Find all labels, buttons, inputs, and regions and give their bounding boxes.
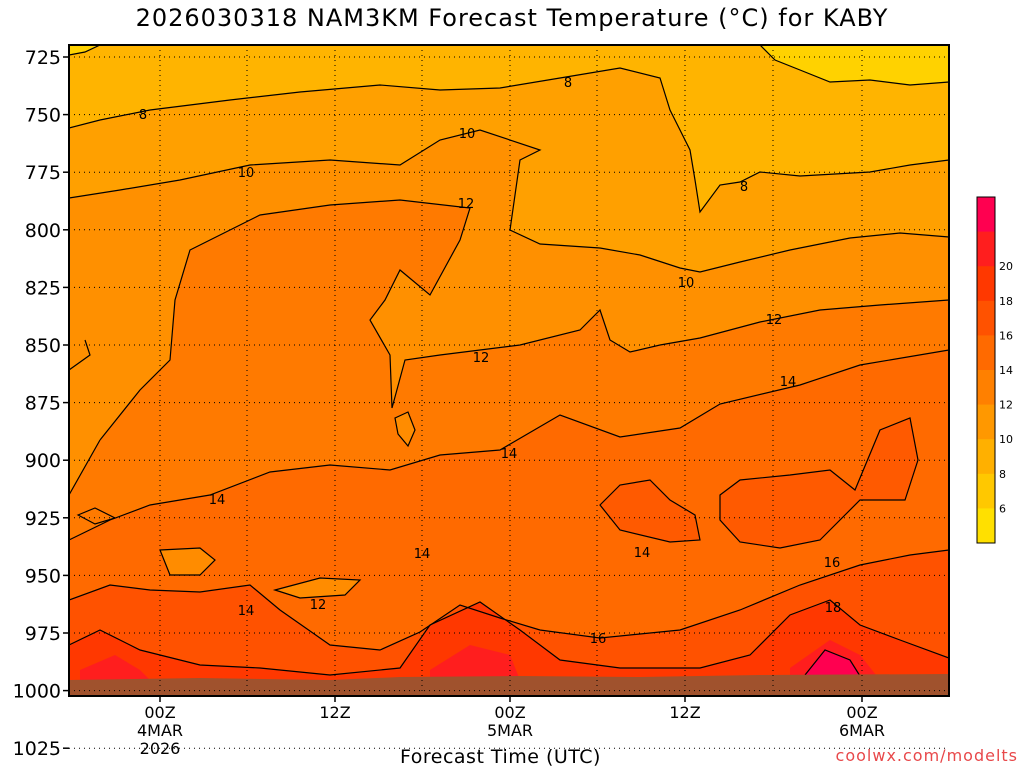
warm-pool-1: [600, 480, 700, 542]
chart-title: 2026030318 NAM3KM Forecast Temperature (…: [135, 4, 889, 32]
colorbar-label: 20: [999, 260, 1013, 273]
x-tick-label-line1: 00Z: [494, 703, 525, 722]
colorbar-label: 10: [999, 433, 1013, 446]
temperature-fill-layer: [69, 45, 949, 696]
y-tick-label: 850: [25, 335, 61, 357]
credit-link[interactable]: coolwx.com/modelts: [835, 746, 1018, 765]
colorbar-swatch: [977, 370, 995, 406]
contour-label: 8: [740, 180, 748, 195]
colorbar-swatch: [977, 266, 995, 302]
x-tick-label-line2: 4MAR: [137, 721, 183, 740]
contour-label: 12: [458, 197, 475, 212]
contour-label: 18: [825, 601, 842, 616]
x-tick-label-line3: 2026: [140, 739, 181, 758]
colorbar-swatch: [977, 439, 995, 475]
colorbar-swatch: [977, 508, 995, 544]
contour-label: 8: [139, 108, 147, 123]
plot-frame: [68, 44, 950, 697]
colorbar-frame: [976, 196, 996, 544]
y-tick-label: 725: [25, 47, 61, 69]
band-6-8: [69, 45, 949, 85]
y-tick-label: 950: [25, 565, 61, 587]
contour-labels: 8 8 8 10 10 10 12 12 12 12 14 14 14 14 14 14 16 16 18: [139, 76, 841, 647]
x-tick-label-line1: 00Z: [144, 703, 175, 722]
y-axis: 725 750 775 800 825 850 875 900 925 950 975 1000 102…: [13, 47, 69, 760]
colorbar-swatch: [977, 300, 995, 336]
contour-18: [804, 649, 861, 677]
contour-12: [69, 199, 949, 441]
contour-label: 14: [780, 375, 797, 390]
colorbar-label: 6: [999, 502, 1006, 515]
warm-pool-2: [720, 418, 918, 548]
y-tick-label: 975: [25, 623, 61, 645]
band-8-10: [69, 45, 949, 212]
contour-label: 12: [766, 313, 783, 328]
contour-label: 14: [238, 604, 255, 619]
contour-8: [69, 67, 949, 214]
colorbar-label: 8: [999, 468, 1006, 481]
contour-14: [69, 349, 949, 541]
contour-pool-2: [719, 417, 919, 549]
colorbar-label: 16: [999, 329, 1013, 342]
y-tick-label: 800: [25, 220, 61, 242]
y-tick-label: 875: [25, 393, 61, 415]
contour-14b: [69, 549, 949, 651]
contour-label: 12: [473, 351, 490, 366]
x-tick-label-line1: 00Z: [846, 703, 877, 722]
band-14-16-deep: [69, 350, 949, 696]
colorbar-label: 18: [999, 295, 1013, 308]
band-22-plus: [805, 650, 860, 676]
contour-label: 14: [209, 493, 226, 508]
colorbar-swatch: [977, 404, 995, 440]
colorbar-swatch: [977, 473, 995, 509]
x-tick-label-line2: 6MAR: [839, 721, 885, 740]
y-tick-label: 1025: [13, 738, 61, 760]
colorbar-swatch: [977, 197, 995, 233]
y-tick-label: 1000: [13, 681, 61, 703]
contour-16: [69, 599, 949, 676]
y-tick-label: 775: [25, 162, 61, 184]
contour-pocket: [76, 411, 416, 599]
contour-lines: [69, 45, 949, 677]
y-tick-label: 925: [25, 508, 61, 530]
contour-label: 8: [564, 76, 572, 91]
contour-label: 12: [310, 598, 327, 613]
contour-label: 16: [590, 632, 607, 647]
contour-pool-1: [599, 479, 701, 543]
colorbar-label: 12: [999, 399, 1013, 412]
contour-label: 16: [824, 556, 841, 571]
grid-lines: [69, 45, 949, 749]
colorbar-swatch: [977, 231, 995, 267]
contour-label: 14: [634, 546, 651, 561]
contour-6: [759, 45, 949, 86]
x-tick-label-line2: 5MAR: [487, 721, 533, 740]
contour-label: 14: [414, 547, 431, 562]
contour-label: 10: [238, 166, 255, 181]
x-tick-label-line1: 12Z: [319, 703, 350, 722]
colorbar-label: 14: [999, 364, 1013, 377]
contour-label: 10: [678, 276, 695, 291]
y-tick-label: 900: [25, 450, 61, 472]
contour-label: 10: [459, 127, 476, 142]
contour-6b: [69, 45, 101, 56]
band-20-22: [80, 640, 880, 680]
colorbar: 6 8 10 12 14 16 18 20: [976, 196, 1013, 544]
y-tick-label: 750: [25, 105, 61, 127]
y-tick-label: 825: [25, 277, 61, 299]
x-tick-label-line1: 12Z: [669, 703, 700, 722]
colorbar-swatch: [977, 335, 995, 371]
x-axis-label: Forecast Time (UTC): [400, 746, 601, 768]
contour-label: 14: [501, 447, 518, 462]
band-18-20: [69, 600, 949, 696]
